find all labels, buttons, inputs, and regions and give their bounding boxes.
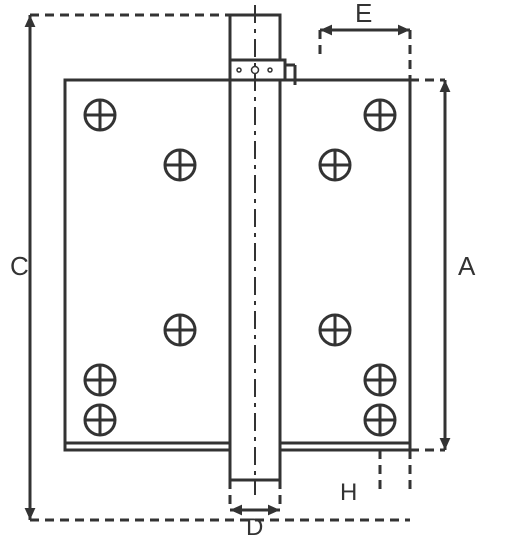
leaf-left: [65, 80, 230, 450]
screw-hole: [85, 365, 115, 395]
screw-hole: [365, 405, 395, 435]
screw-hole: [365, 100, 395, 130]
dim-label-a: A: [458, 251, 476, 281]
screw-hole: [85, 405, 115, 435]
screw-hole: [85, 100, 115, 130]
leaf-right: [280, 80, 410, 450]
dim-label-e: E: [355, 0, 372, 28]
screw-hole: [165, 315, 195, 345]
screw-hole: [320, 315, 350, 345]
screw-hole: [365, 365, 395, 395]
top-cap: [230, 60, 285, 80]
dim-label-c: C: [10, 251, 29, 281]
hinge-drawing: C A E D H: [0, 0, 509, 550]
dim-label-h: H: [340, 479, 357, 506]
screw-hole: [165, 150, 195, 180]
screw-hole: [320, 150, 350, 180]
dim-label-d: D: [246, 514, 263, 541]
